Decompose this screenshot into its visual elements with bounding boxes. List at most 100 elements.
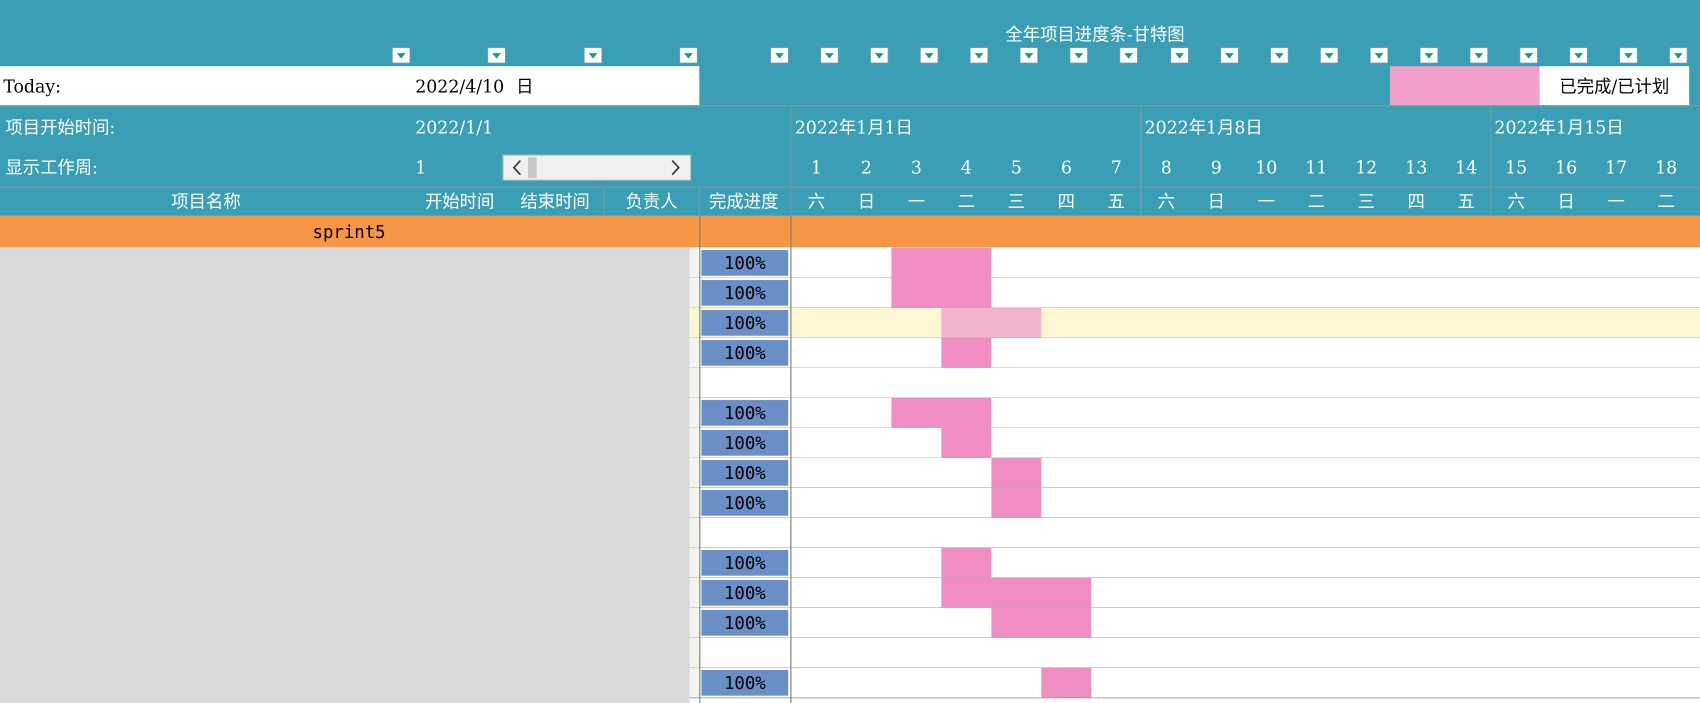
- filter-arrow: [1624, 53, 1633, 59]
- weekday: 一: [908, 192, 925, 212]
- week-value: 1: [415, 159, 426, 179]
- progress-label: 100%: [724, 404, 766, 424]
- row-left-cell: [689, 637, 700, 668]
- gantt-bar: [941, 337, 992, 368]
- day-number: 8: [1161, 159, 1172, 179]
- row-left-cell: [689, 337, 700, 368]
- column-header: 负责人: [626, 192, 678, 212]
- row-bg: [689, 487, 1700, 518]
- weekday: 日: [1208, 192, 1225, 212]
- progress-label: 100%: [724, 284, 766, 304]
- progress-cell: [701, 430, 789, 456]
- filter-arrow: [1074, 53, 1084, 59]
- day-number: 16: [1555, 159, 1577, 179]
- weekday: 三: [1008, 192, 1025, 212]
- row-left-cell: [689, 277, 700, 308]
- filter-arrow: [1524, 53, 1534, 59]
- day-number: 13: [1405, 159, 1427, 179]
- hidden-columns: [0, 247, 690, 703]
- gantt-bar: [1041, 667, 1092, 698]
- progress-label: 100%: [724, 314, 766, 334]
- weekday: 日: [1557, 192, 1574, 212]
- day-number: 6: [1061, 159, 1072, 179]
- row-left-cell: [689, 247, 700, 278]
- progress-cell: [701, 460, 789, 486]
- weekday: 五: [1458, 192, 1475, 212]
- progress-cell: [701, 490, 789, 516]
- filter-arrow: [1225, 53, 1234, 59]
- row-left-cell: [689, 607, 700, 638]
- gantt-bar: [941, 427, 992, 458]
- row-left-cell: [689, 397, 700, 428]
- gantt-bar: [941, 547, 992, 578]
- progress-label: 100%: [724, 464, 766, 484]
- progress-label: 100%: [724, 674, 766, 694]
- today-box: [0, 66, 700, 106]
- today-weekday: 日: [516, 77, 533, 97]
- filter-arrow: [874, 53, 884, 59]
- filter-arrow: [924, 53, 934, 59]
- filter-arrow: [1424, 53, 1434, 59]
- filter-arrow: [588, 53, 598, 59]
- sheet-title: 全年项目进度条-甘特图: [1005, 25, 1184, 45]
- progress-label: 100%: [724, 434, 766, 454]
- day-number: 15: [1505, 159, 1527, 179]
- today-label: Today:: [3, 77, 61, 97]
- gantt-bar: [991, 457, 1042, 488]
- row-left-cell: [689, 307, 700, 338]
- filter-arrow: [1474, 53, 1484, 59]
- week-start: 2022年1月1日: [795, 119, 913, 139]
- filter-arrow: [1024, 53, 1034, 59]
- start-label: 项目开始时间:: [5, 119, 115, 139]
- weekday: 三: [1358, 192, 1375, 212]
- week-label: 显示工作周:: [5, 159, 98, 179]
- day-number: 2: [861, 159, 872, 179]
- row-bg: [689, 247, 1700, 278]
- row-bg: [689, 457, 1700, 488]
- column-header: 项目名称: [171, 192, 240, 212]
- row-bg: [689, 337, 1700, 368]
- progress-cell: [701, 550, 789, 576]
- scroll-left[interactable]: [512, 160, 522, 176]
- filter-arrow: [1175, 53, 1184, 59]
- progress-label: 100%: [724, 614, 766, 634]
- progress-cell: [701, 310, 789, 336]
- today-date: 2022/4/10: [415, 77, 504, 97]
- filter-arrow: [775, 53, 784, 59]
- row-left-cell: [689, 547, 700, 578]
- filter-arrow: [1374, 53, 1384, 59]
- row-bg: [689, 427, 1700, 458]
- progress-cell: [701, 670, 789, 696]
- row-bg: [689, 577, 1700, 608]
- gantt-bar: [941, 307, 1042, 338]
- row-left-cell: [689, 517, 700, 548]
- filter-arrow: [825, 53, 834, 59]
- weekday: 五: [1108, 192, 1125, 212]
- row-bg: [689, 667, 1700, 698]
- filter-arrow: [492, 53, 501, 59]
- weekday: 日: [858, 192, 875, 212]
- row-left-cell: [689, 427, 700, 458]
- weekday: 一: [1607, 192, 1624, 212]
- row-left-cell: [689, 667, 700, 698]
- scroll-thumb[interactable]: [527, 157, 537, 178]
- day-number: 4: [961, 159, 972, 179]
- filter-arrow: [1324, 53, 1334, 59]
- gantt-bar: [941, 577, 1092, 608]
- row-bg: [689, 637, 1700, 668]
- legend-label: 已完成/已计划: [1559, 77, 1669, 97]
- gantt-bar: [891, 277, 992, 308]
- weekday: 四: [1408, 192, 1425, 212]
- weekday: 二: [958, 192, 975, 212]
- column-header: 结束时间: [520, 192, 589, 212]
- gantt-bar: [891, 397, 992, 428]
- day-number: 14: [1455, 159, 1477, 179]
- day-number: 17: [1605, 159, 1627, 179]
- filter-arrow: [1673, 53, 1683, 59]
- scroll-right[interactable]: [671, 160, 680, 176]
- progress-cell: [701, 280, 789, 306]
- gantt-bar: [991, 607, 1092, 638]
- progress-cell: [701, 580, 789, 606]
- day-number: 7: [1111, 159, 1122, 179]
- day-number: 5: [1011, 159, 1022, 179]
